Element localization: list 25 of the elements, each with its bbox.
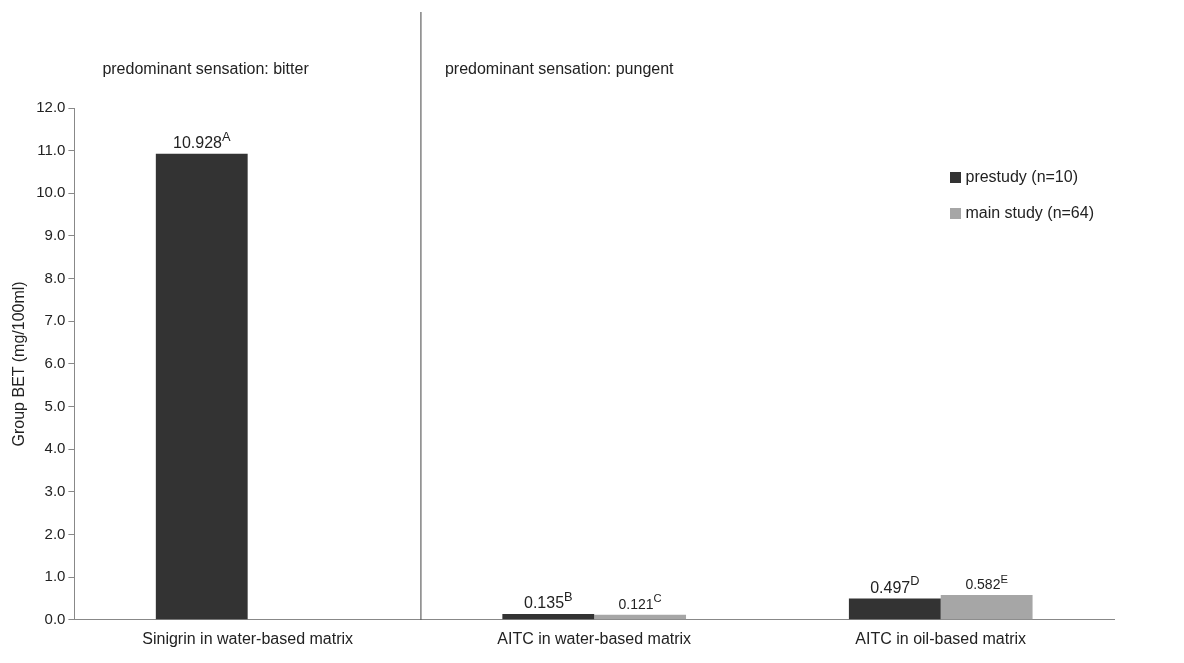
y-tick-label: 7.0: [44, 311, 66, 329]
y-tick-label: 11.0: [37, 140, 66, 158]
legend-label: main study (n=64): [965, 204, 1094, 222]
y-tick-label: 5.0: [44, 396, 66, 414]
y-tick-label: 2.0: [44, 524, 66, 542]
y-tick-label: 8.0: [44, 268, 66, 286]
x-tick-label: AITC in water-based matrix: [497, 629, 692, 647]
y-tick-label: 0.0: [44, 609, 66, 627]
y-tick-label: 12.0: [36, 98, 66, 116]
text: predominant sensation: bitter: [102, 60, 310, 78]
y-axis-title: Group BET (mg/100ml): [10, 281, 28, 447]
x-tick-label: Sinigrin in water-based matrix: [142, 629, 354, 647]
bar: [502, 614, 595, 620]
bar: [848, 598, 941, 620]
text: predominant sensation: pungent: [444, 60, 675, 78]
y-tick-label: 9.0: [44, 226, 66, 244]
y-tick-label: 6.0: [44, 354, 66, 372]
legend-label: prestudy (n=10): [965, 168, 1078, 186]
y-tick-label: 1.0: [44, 567, 66, 585]
y-tick-label: 10.0: [36, 183, 66, 201]
x-tick-label: AITC in oil-based matrix: [855, 629, 1027, 647]
y-tick-label: 4.0: [44, 439, 66, 457]
bar: [155, 153, 248, 620]
bar: [940, 594, 1033, 620]
y-tick-label: 3.0: [44, 481, 66, 499]
